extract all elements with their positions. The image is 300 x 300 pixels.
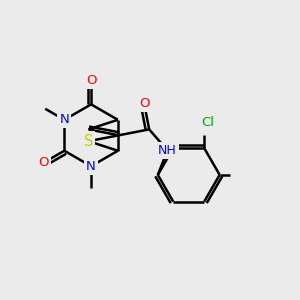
Text: S: S: [84, 134, 93, 149]
Text: O: O: [39, 156, 49, 169]
Text: N: N: [86, 160, 96, 173]
Text: NH: NH: [158, 144, 177, 157]
Text: O: O: [86, 74, 96, 87]
Text: Cl: Cl: [201, 116, 214, 129]
Text: N: N: [59, 113, 69, 126]
Text: O: O: [139, 97, 149, 110]
